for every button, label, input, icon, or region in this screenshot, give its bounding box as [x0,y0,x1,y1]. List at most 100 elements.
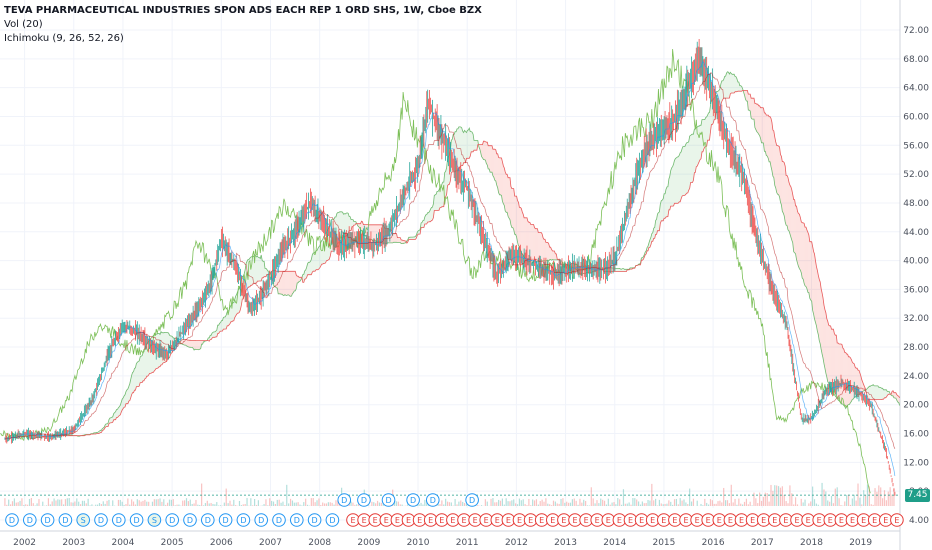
ichimoku-cloud-segment [410,237,412,240]
ichimoku-cloud-segment [771,118,772,171]
ichimoku-cloud-segment [394,233,396,243]
ichimoku-cloud-segment [111,416,113,423]
ichimoku-cloud-segment [320,240,322,266]
split-marker [76,513,90,527]
ichimoku-cloud-segment [807,232,809,293]
ichimoku-cloud-segment [310,259,312,275]
dividend-marker [290,513,304,527]
ichimoku-cloud-segment [897,395,899,403]
ichimoku-cloud-segment [185,339,187,346]
volume-bar [855,500,857,506]
x-tick-label-1: 2003 [62,538,85,548]
earnings-marker-letter: E [406,516,411,525]
ichimoku-cloud-segment [314,252,316,272]
ichimoku-cloud-segment [697,126,699,167]
volume-bar [235,505,237,506]
volume-bar [291,500,294,506]
volume-bar [794,497,797,506]
earnings-marker-letter: E [883,516,888,525]
dividend-marker [165,513,179,527]
volume-bar [626,503,628,506]
ichimoku-cloud-segment [475,140,477,151]
volume-bar [305,498,307,506]
split-marker [147,513,162,527]
ichimoku-cloud-segment [733,74,735,93]
ichimoku-cloud-segment [805,227,806,287]
volume-bar [622,489,625,506]
ichimoku-cloud-segment [763,107,765,152]
volume-bar [214,504,216,506]
ichimoku-cloud-segment [212,332,213,339]
ichimoku-cloud-segment [289,271,291,297]
ichimoku-cloud-segment [140,356,142,383]
ichimoku-cloud-segment [130,375,132,398]
ichimoku-cloud-segment [485,141,487,164]
ichimoku-cloud-segment [748,94,750,111]
ichimoku-cloud-segment [881,388,883,400]
volume-bar [632,498,634,506]
x-tick-label-14: 2016 [702,538,725,548]
volume-bar [178,504,180,506]
ichimoku-cloud-segment [309,261,311,275]
ichimoku-cloud-segment [703,119,705,150]
volume-bar [530,505,532,506]
volume-bar [887,491,889,506]
ichimoku-cloud-segment [815,260,817,326]
volume-bar [358,502,360,506]
volume-bar [537,504,539,506]
ichimoku-cloud-segment [304,269,306,280]
volume-bar [564,502,566,506]
ichimoku-cloud-segment [507,174,509,217]
volume-bar [95,504,97,506]
ichimoku-cloud-segment [106,423,108,427]
volume-bar [327,502,329,506]
ichimoku-cloud-segment [318,246,319,270]
volume-bar [132,501,135,506]
ichimoku-cloud-segment [661,200,663,221]
ichimoku-cloud-segment [708,112,710,141]
volume-bar [238,500,241,506]
volume-bar [643,503,645,506]
volume-bar [724,500,727,506]
ichimoku-cloud-segment [804,223,805,286]
ichimoku-cloud-segment [518,202,520,247]
chart-title: TEVA PHARMACEUTICAL INDUSTRIES SPON ADS … [4,5,482,16]
split-marker-letter: S [152,516,157,525]
dividend-marker-letter: D [62,516,68,525]
y-tick-label-15: 64.00 [903,84,929,94]
ichimoku-cloud-segment [798,213,800,269]
ichimoku-cloud-segment [872,384,874,400]
volume-bar [590,487,592,506]
volume-bar [59,499,61,506]
dividend-marker-letter: D [169,516,175,525]
ichimoku-cloud-segment [786,175,788,226]
ichimoku-cloud-segment [353,221,355,226]
dividend-marker [218,513,233,527]
volume-bar [774,485,776,506]
ichimoku-cloud-segment [880,387,882,400]
earnings-marker-letter: E [506,516,511,525]
ichimoku-cloud-segment [833,329,835,395]
ichimoku-cloud-segment [527,221,529,262]
ichimoku-cloud-segment [735,76,736,92]
volume-bar [484,499,486,506]
ichimoku-cloud-segment [869,386,871,400]
ichimoku-cloud-segment [537,228,539,262]
x-tick-label-0: 2002 [13,538,36,548]
volume-bar [511,500,513,506]
volume-bar [583,499,585,506]
volume-bar [443,504,445,506]
volume-bar [849,504,852,506]
volume-bar [736,504,738,506]
volume-bar [85,503,87,506]
ichimoku-cloud-segment [214,331,216,338]
volume-bar [501,498,503,506]
volume-bar [651,483,653,506]
ichimoku-cloud-segment [480,144,482,157]
ichimoku-cloud-segment [409,237,411,240]
volume-bar [375,503,377,506]
ichimoku-cloud-segment [497,153,499,193]
ichimoku-cloud-segment [883,389,885,400]
volume-bar [34,505,36,506]
